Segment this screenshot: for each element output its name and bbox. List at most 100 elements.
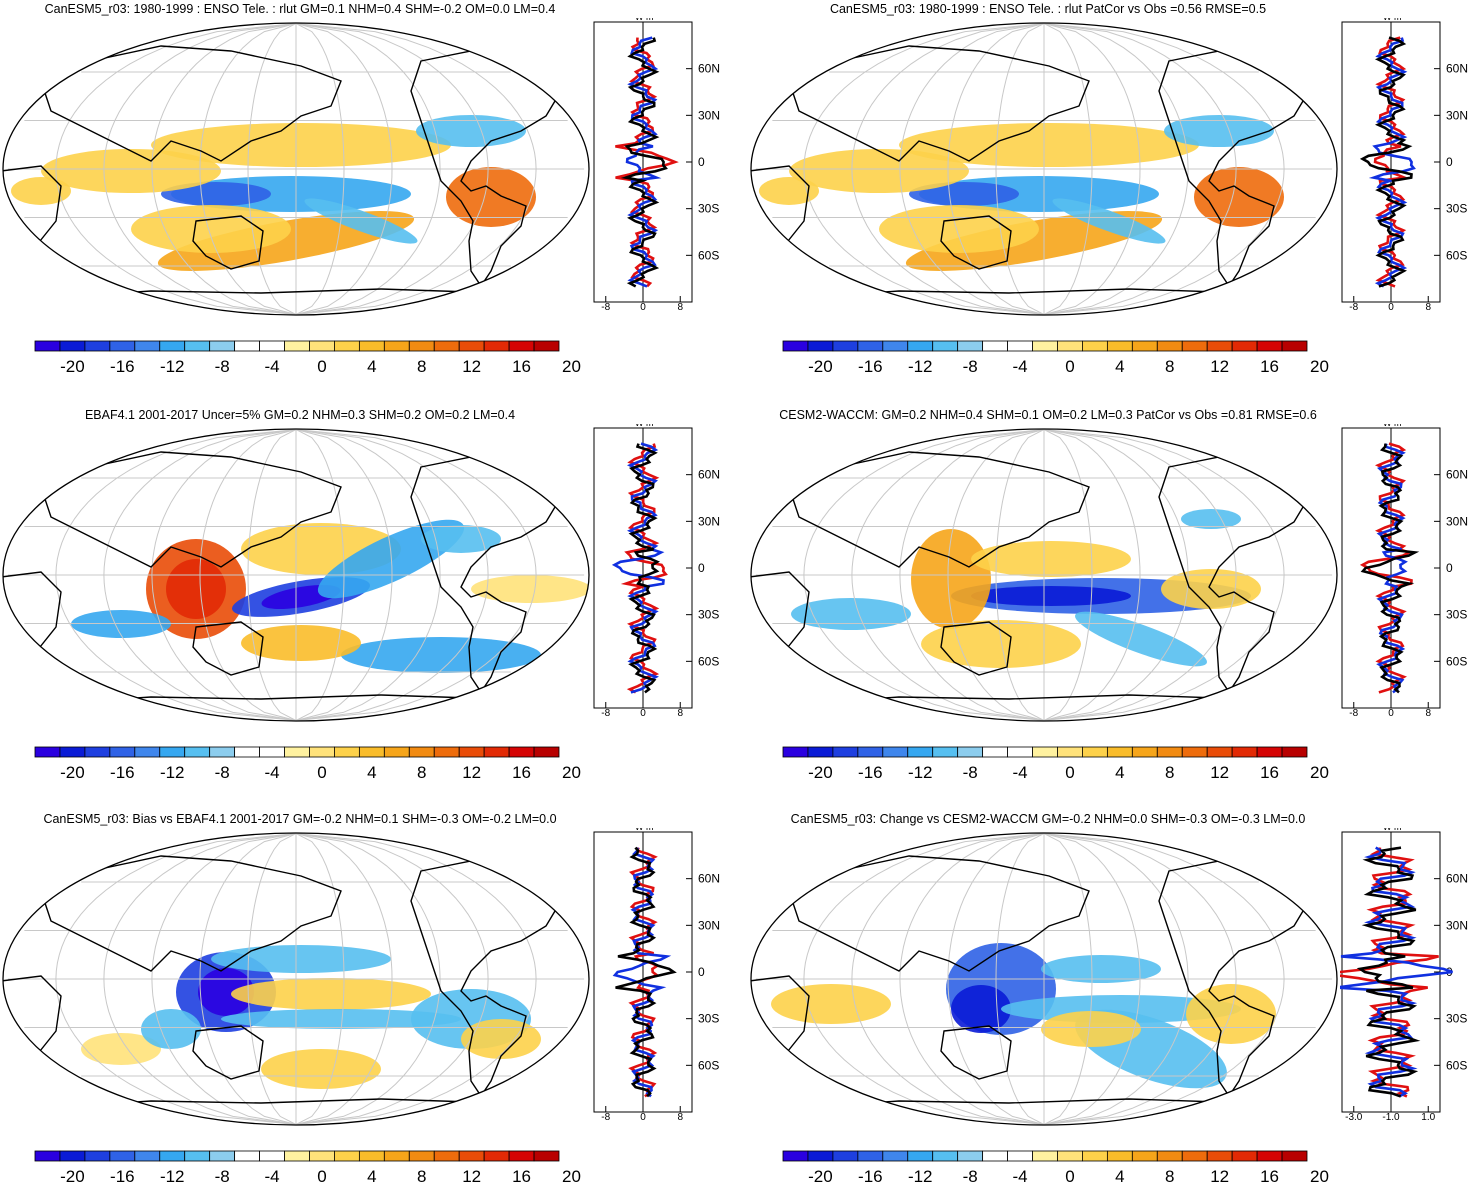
panel-1: CanESM5_r03: 1980-1999 : ENSO Tele. : rl… xyxy=(0,2,740,382)
colorbar-swatch xyxy=(907,746,934,758)
colorbar-labels: -20 -16 -12 -8 -4 0 4 8 12 16 20 xyxy=(781,1167,1329,1191)
lat-tick-label: 30S xyxy=(698,202,719,216)
colorbar-swatch xyxy=(957,746,984,758)
colorbar-label: -20 xyxy=(808,1167,833,1186)
zonal-xtick-label: 0 xyxy=(640,708,646,719)
colorbar-label: -20 xyxy=(60,763,85,782)
zonal-profile-line xyxy=(1359,36,1413,288)
colorbar-swatch xyxy=(857,746,884,758)
colorbar-label: -20 xyxy=(808,357,833,376)
colorbar-label: 8 xyxy=(417,763,427,782)
colorbar-swatch xyxy=(1032,1150,1058,1162)
zonal-profile-line xyxy=(620,443,668,694)
panel-title: EBAF4.1 2001-2017 Uncer=5% GM=0.2 NHM=0.… xyxy=(84,408,516,422)
zonal-profile-line xyxy=(1340,846,1453,1098)
lat-tick-label: 0 xyxy=(698,561,705,575)
zonal-xtick-label: -8 xyxy=(1349,302,1358,313)
colorbar xyxy=(782,340,1308,352)
colorbar-swatch xyxy=(533,1150,560,1162)
colorbar-swatch xyxy=(508,340,535,352)
zonal-mean-plot: 60N 30N 0 30S 60S W m⁻² -8 0 8 xyxy=(593,18,720,313)
colorbar-swatch xyxy=(1181,340,1208,352)
zonal-profile-line xyxy=(615,37,679,288)
zonal-xtick-label: 8 xyxy=(677,302,683,313)
anomaly-region xyxy=(198,968,254,1016)
colorbar-swatch xyxy=(159,1150,186,1162)
anomaly-region xyxy=(211,945,391,973)
colorbar-label: 4 xyxy=(367,763,377,782)
colorbar-label: -12 xyxy=(159,1167,185,1186)
lat-tick-label: 60S xyxy=(698,248,719,262)
colorbar-swatch xyxy=(1156,1150,1183,1162)
anomaly-region xyxy=(791,598,911,630)
anomaly-region xyxy=(879,205,1039,253)
zonal-xtick-label: 1.0 xyxy=(1421,1112,1435,1123)
colorbar-label: 0 xyxy=(1065,763,1075,782)
colorbar-swatch xyxy=(483,746,510,758)
colorbar-label: 16 xyxy=(1260,1167,1280,1186)
colorbar xyxy=(782,1150,1308,1162)
colorbar-label: 12 xyxy=(462,1167,482,1186)
colorbar-swatch xyxy=(209,340,236,352)
colorbar-swatch xyxy=(1281,746,1308,758)
colorbar-swatch xyxy=(1057,340,1083,352)
colorbar-label: 16 xyxy=(1260,357,1280,376)
colorbar-swatch xyxy=(782,1150,809,1162)
colorbar-swatch xyxy=(882,1150,909,1162)
lat-tick-label: 60S xyxy=(1446,654,1467,668)
colorbar-swatch xyxy=(832,1150,859,1162)
colorbar-label: -8 xyxy=(962,763,978,782)
zonal-xtick-label: 8 xyxy=(1425,708,1431,719)
colorbar-swatch xyxy=(982,340,1008,352)
zonal-xtick-label: -3.0 xyxy=(1345,1112,1363,1123)
colorbar-label: -16 xyxy=(110,763,135,782)
lat-tick-label: 30S xyxy=(1446,608,1467,622)
colorbar-swatch xyxy=(1007,746,1033,758)
colorbar-swatch xyxy=(458,746,485,758)
anomaly-region xyxy=(971,541,1131,577)
anomaly-region xyxy=(446,167,536,227)
lat-tick-label: 60N xyxy=(1446,468,1468,482)
anomaly-region xyxy=(221,1009,461,1029)
colorbar-swatch xyxy=(982,1150,1008,1162)
colorbar-swatch xyxy=(358,340,385,352)
colorbar-swatch xyxy=(59,340,86,352)
colorbar-swatch xyxy=(34,746,61,758)
colorbar-label: -16 xyxy=(858,357,883,376)
zonal-mean-plot: 60N 30N 0 30S 60S W m⁻² -8 0 8 xyxy=(1341,18,1468,313)
map-plot xyxy=(750,832,1338,1126)
colorbar-label: 8 xyxy=(1165,357,1175,376)
colorbar-label: 12 xyxy=(1210,1167,1230,1186)
anomaly-region xyxy=(304,198,418,244)
colorbar-label: 12 xyxy=(1210,357,1230,376)
colorbar-swatch xyxy=(334,1150,360,1162)
colorbar-swatch xyxy=(1256,1150,1283,1162)
zonal-mean-plot: 60N30N030S60SW m⁻²-3.0-1.01.0 xyxy=(1340,828,1468,1123)
colorbar-swatch xyxy=(782,746,809,758)
colorbar-swatch xyxy=(408,746,435,758)
colorbar-labels: -20 -16 -12 -8 -4 0 4 8 12 16 20 xyxy=(33,763,581,787)
zonal-xtick-label: -8 xyxy=(601,1112,610,1123)
colorbar-label: 0 xyxy=(1065,357,1075,376)
colorbar-label: -16 xyxy=(110,357,135,376)
colorbar-swatch xyxy=(832,340,859,352)
map-plot xyxy=(750,22,1338,316)
colorbar-swatch xyxy=(957,1150,984,1162)
map-plot xyxy=(2,428,590,722)
colorbar-label: -8 xyxy=(214,763,230,782)
colorbar-swatch xyxy=(259,746,285,758)
colorbar-labels: -20 -16 -12 -8 -4 0 4 8 12 16 20 xyxy=(33,1167,581,1191)
colorbar-label: -8 xyxy=(962,357,978,376)
map-plot xyxy=(2,22,590,316)
anomaly-region xyxy=(1186,984,1276,1044)
colorbar-swatch xyxy=(59,1150,86,1162)
colorbar-swatch xyxy=(1082,746,1108,758)
anomaly-region xyxy=(759,177,819,205)
colorbar-label: -4 xyxy=(1012,1167,1028,1186)
anomaly-region xyxy=(261,1049,381,1089)
colorbar-swatch xyxy=(408,1150,435,1162)
colorbar-swatch xyxy=(383,1150,410,1162)
anomaly-region xyxy=(1075,611,1207,667)
colorbar-swatch xyxy=(1106,1150,1133,1162)
colorbar-label: 16 xyxy=(512,1167,532,1186)
